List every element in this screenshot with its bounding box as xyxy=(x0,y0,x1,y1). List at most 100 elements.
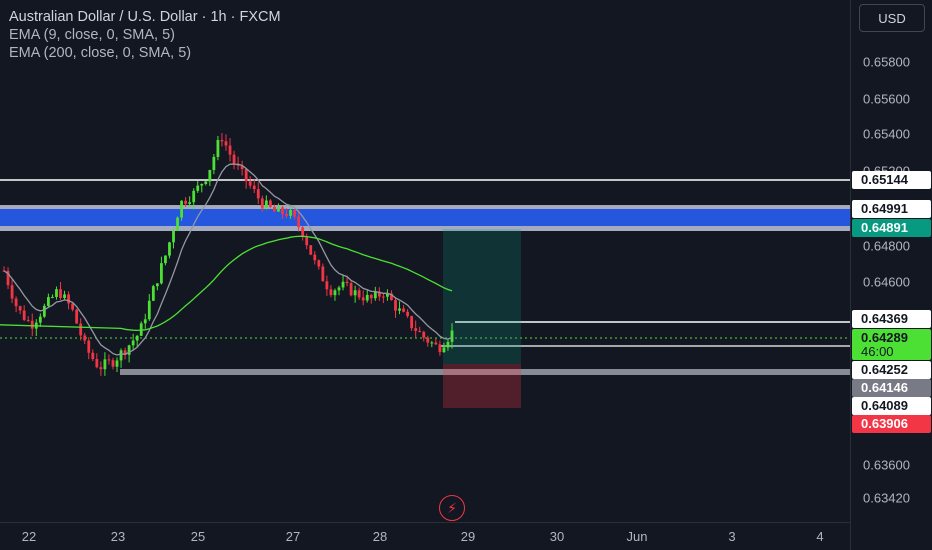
candle-body xyxy=(59,289,62,299)
candle-body xyxy=(377,291,381,297)
candle-body xyxy=(6,270,10,286)
candle-body xyxy=(244,169,248,182)
candle-body xyxy=(438,344,442,353)
candle-body xyxy=(406,311,410,317)
candle-body xyxy=(333,290,337,296)
price-label-entry[interactable]: 0.64089 xyxy=(852,397,931,415)
candle-body xyxy=(79,323,83,336)
lightning-icon[interactable]: ⚡ xyxy=(439,495,465,521)
candle-body xyxy=(293,210,296,217)
candle-body xyxy=(357,290,361,298)
candle-body xyxy=(252,185,256,190)
candle-body xyxy=(67,294,70,304)
currency-button[interactable]: USD xyxy=(859,4,925,32)
current-price-value: 0.64289 xyxy=(861,330,908,345)
candle-body xyxy=(83,335,87,341)
candle-body xyxy=(22,310,26,320)
price-label-resistance-mid[interactable]: 0.64369 xyxy=(852,310,931,328)
time-label: 3 xyxy=(728,529,736,544)
price-axis[interactable]: USD 0.65800 0.65600 0.65400 0.65200 0.64… xyxy=(850,0,932,550)
candle-body xyxy=(208,170,212,182)
candle-body xyxy=(38,316,42,323)
price-label-support-bottom[interactable]: 0.64146 xyxy=(852,379,931,397)
price-tick: 0.63600 xyxy=(863,457,910,473)
candle-body xyxy=(216,140,220,157)
candle-body xyxy=(386,293,389,297)
time-label: 25 xyxy=(190,529,206,544)
price-tick: 0.65400 xyxy=(863,126,910,142)
candle-body xyxy=(224,141,228,146)
price-tick: 0.63420 xyxy=(863,490,910,506)
candle-body xyxy=(313,254,317,261)
candle-body xyxy=(268,200,272,207)
price-tick: 0.64800 xyxy=(863,238,910,254)
candle-body xyxy=(301,227,305,237)
candle-body xyxy=(176,217,179,231)
candle-body xyxy=(289,210,292,216)
candle-body xyxy=(26,319,30,321)
candle-body xyxy=(228,145,232,155)
candle-body xyxy=(127,345,131,355)
candle-body xyxy=(95,359,99,368)
candle-body xyxy=(434,342,438,345)
time-label: 23 xyxy=(110,529,126,544)
candle-body xyxy=(18,306,22,311)
chart-canvas[interactable]: Australian Dollar / U.S. Dollar · 1h · F… xyxy=(0,0,850,522)
time-axis[interactable]: 22 23 25 27 28 29 30 Jun 3 4 xyxy=(0,522,850,550)
candle-body xyxy=(131,340,135,346)
candle-body xyxy=(248,181,252,186)
time-label: 4 xyxy=(816,529,824,544)
candle-body xyxy=(422,331,426,338)
price-chart[interactable] xyxy=(0,0,850,522)
candle-body xyxy=(115,360,119,367)
candle-body xyxy=(353,290,357,296)
candle-body xyxy=(135,335,139,341)
price-tick: 0.65800 xyxy=(863,54,910,70)
candle-body xyxy=(180,200,183,218)
candle-body xyxy=(220,140,224,142)
current-price-label[interactable]: 0.64289 46:00 xyxy=(852,329,931,360)
stop-zone[interactable] xyxy=(443,364,521,408)
candle-body xyxy=(402,308,405,312)
candle-body xyxy=(184,200,188,204)
ema-9-line xyxy=(3,163,453,356)
candle-body xyxy=(46,297,50,306)
candle-body xyxy=(143,319,147,324)
price-label-resistance-top[interactable]: 0.65144 xyxy=(852,171,931,189)
candle-body xyxy=(160,263,163,284)
time-label: Jun xyxy=(626,529,648,544)
candle-body xyxy=(192,190,196,203)
price-label-target[interactable]: 0.64891 xyxy=(852,219,931,237)
candle-body xyxy=(103,359,107,370)
candle-body xyxy=(273,206,276,212)
candle-body xyxy=(196,185,200,191)
indicator-ema-slow[interactable]: EMA (200, close, 0, SMA, 5) xyxy=(9,45,192,61)
supply-zone-border-top xyxy=(0,205,850,209)
symbol-title[interactable]: Australian Dollar / U.S. Dollar · 1h · F… xyxy=(9,9,281,25)
candle-body xyxy=(325,281,329,290)
candle-body xyxy=(75,309,79,324)
candle-body xyxy=(285,213,288,216)
candle-body xyxy=(373,291,377,299)
candle-body xyxy=(14,298,18,307)
demand-zone[interactable] xyxy=(120,369,850,375)
candle-body xyxy=(99,367,103,370)
price-label-stop[interactable]: 0.63906 xyxy=(852,415,931,433)
candle-body xyxy=(168,242,171,256)
candle-body xyxy=(442,347,446,353)
time-label: 27 xyxy=(285,529,301,544)
candle-body xyxy=(240,165,244,170)
candle-body xyxy=(418,330,422,332)
candle-body xyxy=(305,236,309,246)
target-zone[interactable] xyxy=(443,229,521,364)
symbol-legend: Australian Dollar / U.S. Dollar · 1h · F… xyxy=(9,8,281,62)
candle-body xyxy=(426,337,430,343)
candle-body xyxy=(111,360,115,367)
price-label-support-top[interactable]: 0.64252 xyxy=(852,361,931,379)
candle-body xyxy=(51,296,54,298)
price-tick: 0.65600 xyxy=(863,91,910,107)
candle-body xyxy=(42,305,46,317)
indicator-ema-fast[interactable]: EMA (9, close, 0, SMA, 5) xyxy=(9,27,175,43)
candle-body xyxy=(398,308,401,311)
price-label-zone-top[interactable]: 0.64991 xyxy=(852,200,931,218)
